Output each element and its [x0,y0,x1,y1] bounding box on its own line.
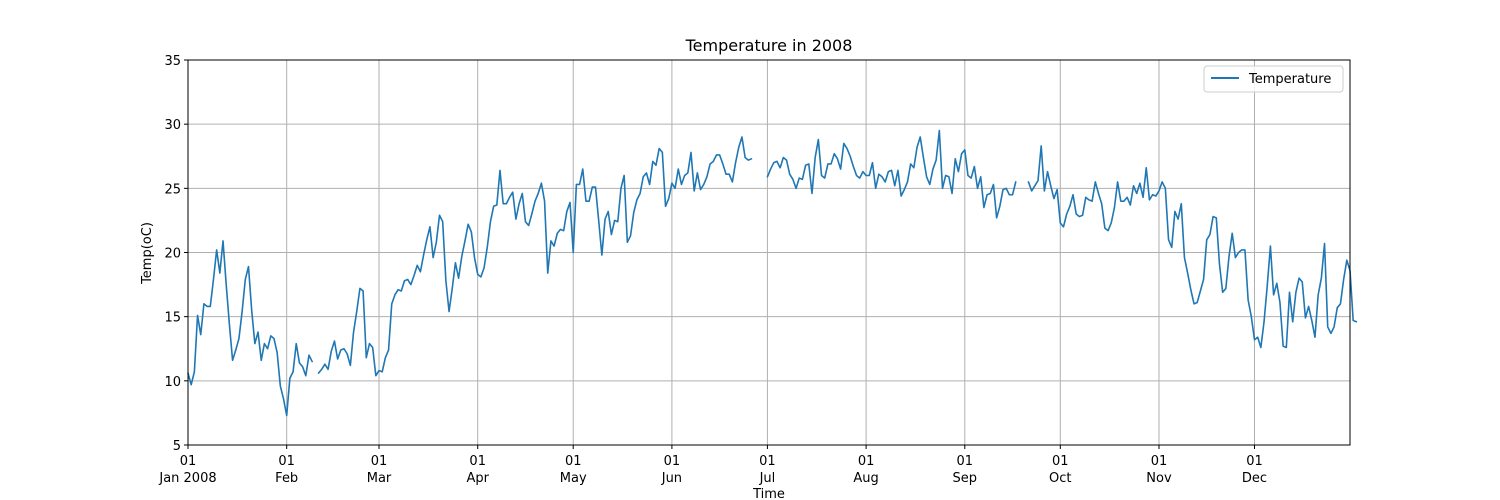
x-tick-label-day: 01 [759,454,776,469]
x-tick-label-month: Jan 2008 [158,471,216,486]
x-axis-ticks: 01 Jan 2008 01 Feb 01 Mar 01 Apr 01 May 01 Jun 01 Jul… [158,445,1267,486]
x-tick-label-day: 01 [957,454,974,469]
x-tick-label-month: Mar [367,471,392,486]
temperature-series-line [766,129,1017,219]
x-tick-label-month: Oct [1049,471,1071,486]
x-tick-label-day: 01 [1246,454,1263,469]
y-tick-label: 20 [164,247,181,262]
chart-title: Temperature in 2008 [685,36,853,55]
x-tick-label-month: Jun [661,471,682,486]
series-layer [187,129,1358,417]
y-tick-label: 30 [164,118,181,133]
x-tick-label-day: 01 [278,454,295,469]
x-tick-label-month: Apr [466,471,489,486]
x-tick-label-day: 01 [1151,454,1168,469]
x-tick-label-month: Dec [1242,471,1267,486]
x-tick-label-day: 01 [1052,454,1069,469]
y-tick-label: 35 [164,54,181,69]
y-tick-label: 5 [173,439,181,454]
x-tick-label-month: May [560,471,587,486]
x-tick-label-day: 01 [371,454,388,469]
legend-box [1203,65,1344,93]
legend-label: Temperature [1248,72,1331,87]
y-tick-label: 25 [164,182,181,197]
legend: Temperature [1203,65,1344,93]
y-tick-label: 15 [164,311,181,326]
x-tick-label-day: 01 [180,454,197,469]
temperature-series-line [317,136,753,377]
x-tick-label-month: Aug [853,471,878,486]
x-tick-label-day: 01 [664,454,681,469]
y-tick-label: 10 [164,375,181,390]
x-tick-label-day: 01 [858,454,875,469]
x-tick-label-day: 01 [565,454,582,469]
y-axis-ticks: 5 10 15 20 25 30 35 [164,54,188,454]
x-axis-title: Time [752,487,785,500]
y-axis-title: Temp(oC) [140,222,155,285]
x-tick-label-month: Nov [1146,471,1172,486]
x-tick-label-day: 01 [469,454,486,469]
temperature-series-line [187,240,313,417]
x-tick-label-month: Sep [953,471,978,486]
x-tick-label-month: Jul [759,471,776,486]
temperature-series-line [1027,145,1358,349]
x-tick-label-month: Feb [275,471,298,486]
